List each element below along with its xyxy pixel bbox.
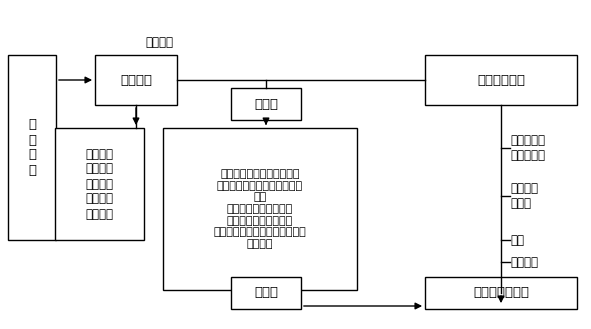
Bar bbox=[8, 55, 56, 240]
Bar bbox=[95, 55, 177, 105]
Bar bbox=[163, 128, 357, 290]
Bar bbox=[425, 277, 577, 309]
Text: 地表下沉
净空变位
拱顶下沉
围岩变位
锚杆应力: 地表下沉 净空变位 拱顶下沉 围岩变位 锚杆应力 bbox=[86, 147, 113, 220]
Bar bbox=[55, 128, 144, 240]
Text: 资料存档: 资料存档 bbox=[120, 73, 152, 87]
Bar bbox=[231, 277, 301, 309]
Text: 其他: 其他 bbox=[510, 234, 524, 246]
Text: 现
场
量
测: 现 场 量 测 bbox=[28, 118, 36, 176]
Text: 资料存档: 资料存档 bbox=[510, 256, 538, 268]
Text: 绘图机: 绘图机 bbox=[254, 97, 278, 111]
Text: 主电子计算机: 主电子计算机 bbox=[477, 73, 525, 87]
Bar bbox=[425, 55, 577, 105]
Text: （现场）: （现场） bbox=[145, 36, 173, 48]
Text: 地表下沉图、随时间变化图
净空变位及变位速度随时间变
化图
拱顶下沉随时间变化图
围岩变位随时间变化图
锚杆、喷混凝土应力随时间变化
图及其它: 地表下沉图、随时间变化图 净空变位及变位速度随时间变 化图 拱顶下沉随时间变化图… bbox=[213, 169, 306, 249]
Text: 取出资料一览表: 取出资料一览表 bbox=[473, 287, 529, 299]
Bar bbox=[231, 88, 301, 120]
Text: 预测变形
量解析: 预测变形 量解析 bbox=[510, 182, 538, 210]
Text: 和有限元解
分析的对比: 和有限元解 分析的对比 bbox=[510, 134, 545, 162]
Text: 打印机: 打印机 bbox=[254, 287, 278, 299]
